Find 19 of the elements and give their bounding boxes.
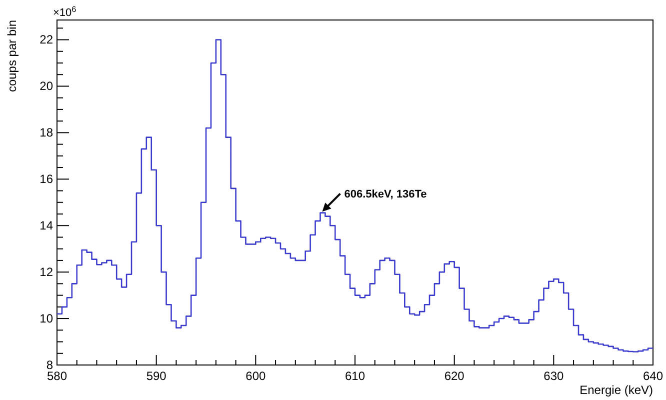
y-axis-title: coups par bin: [5, 20, 19, 92]
y-tick-label: 20: [40, 79, 54, 94]
x-tick-label: 590: [146, 369, 167, 383]
y-tick-label: 10: [40, 312, 54, 326]
x-tick-label: 620: [444, 369, 465, 383]
text: ×10$^{6}$: [53, 4, 77, 19]
y-tick-label: 14: [40, 218, 54, 233]
x-tick-label: 580: [46, 369, 68, 383]
x-axis-title: Energie (keV): [580, 383, 653, 397]
y-tick-label: 16: [40, 172, 54, 186]
y-tick-label: 8: [46, 358, 54, 372]
y-tick-label: 12: [40, 265, 54, 280]
y-tick-label: 22: [40, 32, 54, 47]
annotation: 606.5keV, 136Te: [344, 188, 427, 201]
y-tick-label: 18: [40, 126, 54, 140]
x-tick-label: 600: [246, 369, 266, 383]
x-tick-label: 610: [344, 369, 366, 383]
x-tick-label: 640: [642, 369, 664, 383]
x-tick-label: 630: [544, 369, 564, 383]
